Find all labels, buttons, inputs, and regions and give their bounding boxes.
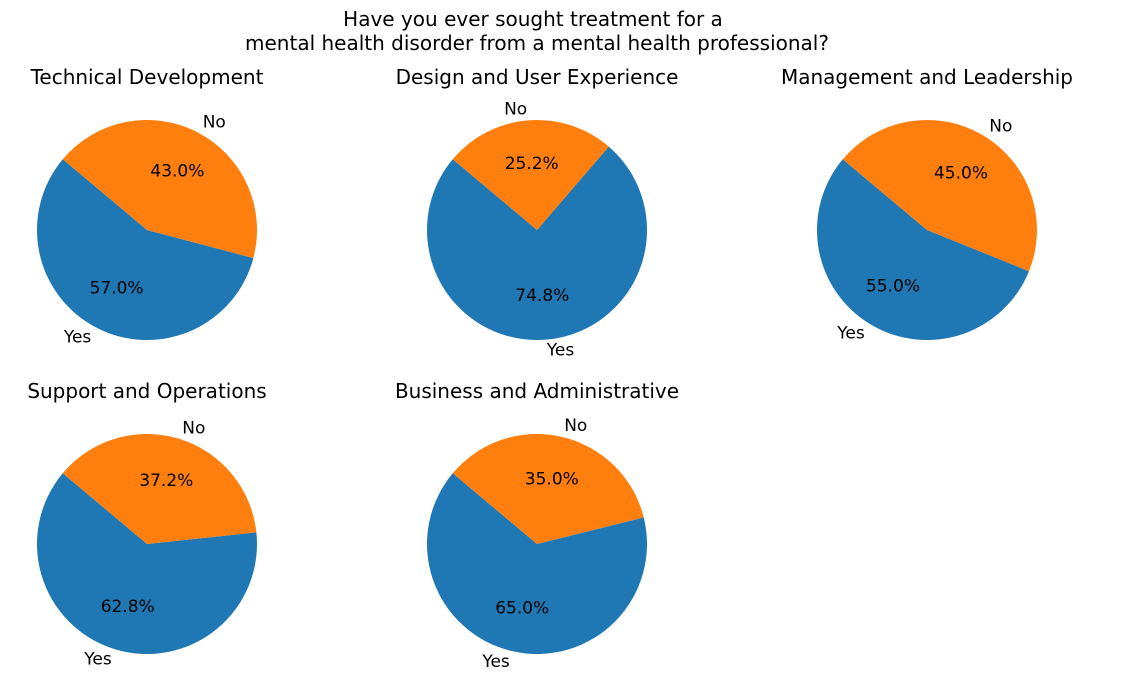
pie-percent-business-and-administrative-no: 35.0% <box>525 470 579 490</box>
pie-percent-support-and-operations-no: 37.2% <box>139 471 193 491</box>
pie-chart-support-and-operations: Support and Operations 62.8% Yes 37.2% No <box>27 379 266 670</box>
pie-title-design-and-user-experience: Design and User Experience <box>396 65 679 89</box>
pie-slice-technical-development-yes <box>36 159 254 341</box>
pie-percent-management-and-leadership-no: 45.0% <box>934 163 988 183</box>
pie-label-technical-development-yes: Yes <box>63 327 92 347</box>
pie-slice-design-and-user-experience-no <box>452 120 609 230</box>
pie-chart-management-and-leadership: Management and Leadership 55.0% Yes 45.0% No <box>781 65 1073 344</box>
pie-percent-business-and-administrative-yes: 65.0% <box>495 598 549 618</box>
pie-chart-business-and-administrative: Business and Administrative 65.0% Yes 35.0%… <box>395 379 679 672</box>
pie-percent-technical-development-no: 43.0% <box>150 161 204 181</box>
pie-title-management-and-leadership: Management and Leadership <box>781 65 1073 89</box>
pie-title-technical-development: Technical Development <box>30 65 264 89</box>
figure-title-line-1: Have you ever sought treatment for a <box>343 7 723 31</box>
pie-slice-business-and-administrative-no <box>452 434 644 544</box>
pie-slice-management-and-leadership-no <box>842 120 1038 272</box>
pie-label-business-and-administrative-no: No <box>564 416 587 436</box>
pie-label-management-and-leadership-yes: Yes <box>836 324 865 344</box>
figure-title-line-2: mental health disorder from a mental hea… <box>245 31 829 55</box>
pie-label-management-and-leadership-no: No <box>989 116 1012 136</box>
pie-chart-design-and-user-experience: Design and User Experience 74.8% Yes 25.2% N… <box>396 65 679 361</box>
pie-slice-management-and-leadership-yes <box>817 159 1029 341</box>
pie-label-business-and-administrative-yes: Yes <box>481 652 510 672</box>
pie-title-business-and-administrative: Business and Administrative <box>395 379 679 403</box>
pie-title-support-and-operations: Support and Operations <box>27 379 266 403</box>
pie-label-design-and-user-experience-yes: Yes <box>546 341 575 361</box>
pie-percent-design-and-user-experience-no: 25.2% <box>505 154 559 174</box>
pie-slice-technical-development-no <box>62 120 257 259</box>
pie-chart-technical-development: Technical Development 57.0% Yes 43.0% No <box>30 65 264 347</box>
pie-slice-support-and-operations-no <box>62 434 257 544</box>
pie-slice-business-and-administrative-yes <box>426 473 647 655</box>
pie-grid: Technical Development57.0%Yes43.0%NoDesi… <box>27 65 1073 672</box>
pie-label-technical-development-no: No <box>203 113 226 133</box>
pie-slice-support-and-operations-yes <box>36 473 257 655</box>
pie-percent-technical-development-yes: 57.0% <box>90 279 144 299</box>
pie-percent-support-and-operations-yes: 62.8% <box>101 597 155 617</box>
pie-label-support-and-operations-yes: Yes <box>83 650 112 670</box>
pie-label-support-and-operations-no: No <box>182 418 205 438</box>
pie-slice-design-and-user-experience-yes <box>427 146 648 341</box>
pie-label-design-and-user-experience-no: No <box>504 99 527 119</box>
pie-percent-design-and-user-experience-yes: 74.8% <box>515 286 569 306</box>
pie-percent-management-and-leadership-yes: 55.0% <box>866 277 920 297</box>
